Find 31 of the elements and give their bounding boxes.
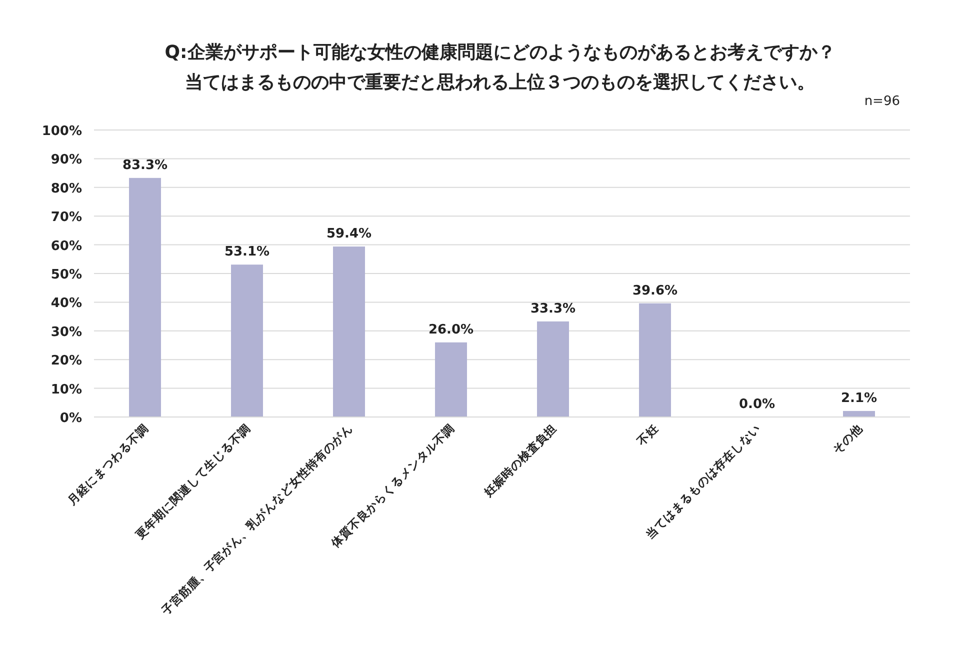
- bar: [231, 264, 263, 417]
- bar: [333, 246, 365, 417]
- x-tick-label: その他: [830, 420, 866, 457]
- data-label: 83.3%: [122, 158, 168, 173]
- y-tick-label: 30%: [50, 324, 82, 340]
- bar: [435, 342, 467, 417]
- data-label: 0.0%: [738, 397, 776, 412]
- bar: [129, 178, 161, 417]
- text: n=96: [864, 94, 900, 109]
- y-tick-label: 40%: [50, 296, 82, 312]
- bar: [843, 410, 875, 417]
- y-tick-label: 50%: [50, 268, 82, 282]
- data-label: 26.0%: [428, 322, 474, 338]
- bar: [537, 321, 569, 417]
- y-tick-label: 70%: [50, 210, 82, 226]
- y-tick-label: 80%: [50, 181, 82, 196]
- data-label: 39.6%: [632, 283, 678, 298]
- x-tick-label: 不妊: [634, 421, 662, 449]
- bar: [639, 303, 671, 417]
- chart-subtitle: 当てはまるものの中で重要だと思われる上位３つのものを選択してください。: [185, 72, 815, 93]
- y-tick-label: 100%: [42, 124, 82, 139]
- data-label: 2.1%: [840, 390, 878, 406]
- data-label: 59.4%: [326, 226, 372, 242]
- y-tick-label: 60%: [50, 238, 82, 254]
- y-tick-label: 90%: [50, 152, 82, 168]
- data-label: 53.1%: [224, 244, 270, 260]
- chart-title: Q:企業がサポート可能な女性の健康問題にどのようなものがあるとお考えですか？: [164, 42, 836, 63]
- x-tick-label: 妊娠時の検査負担: [480, 421, 560, 500]
- y-tick-label: 10%: [50, 382, 82, 398]
- data-label: 33.3%: [530, 301, 576, 316]
- y-tick-label: 20%: [50, 354, 82, 369]
